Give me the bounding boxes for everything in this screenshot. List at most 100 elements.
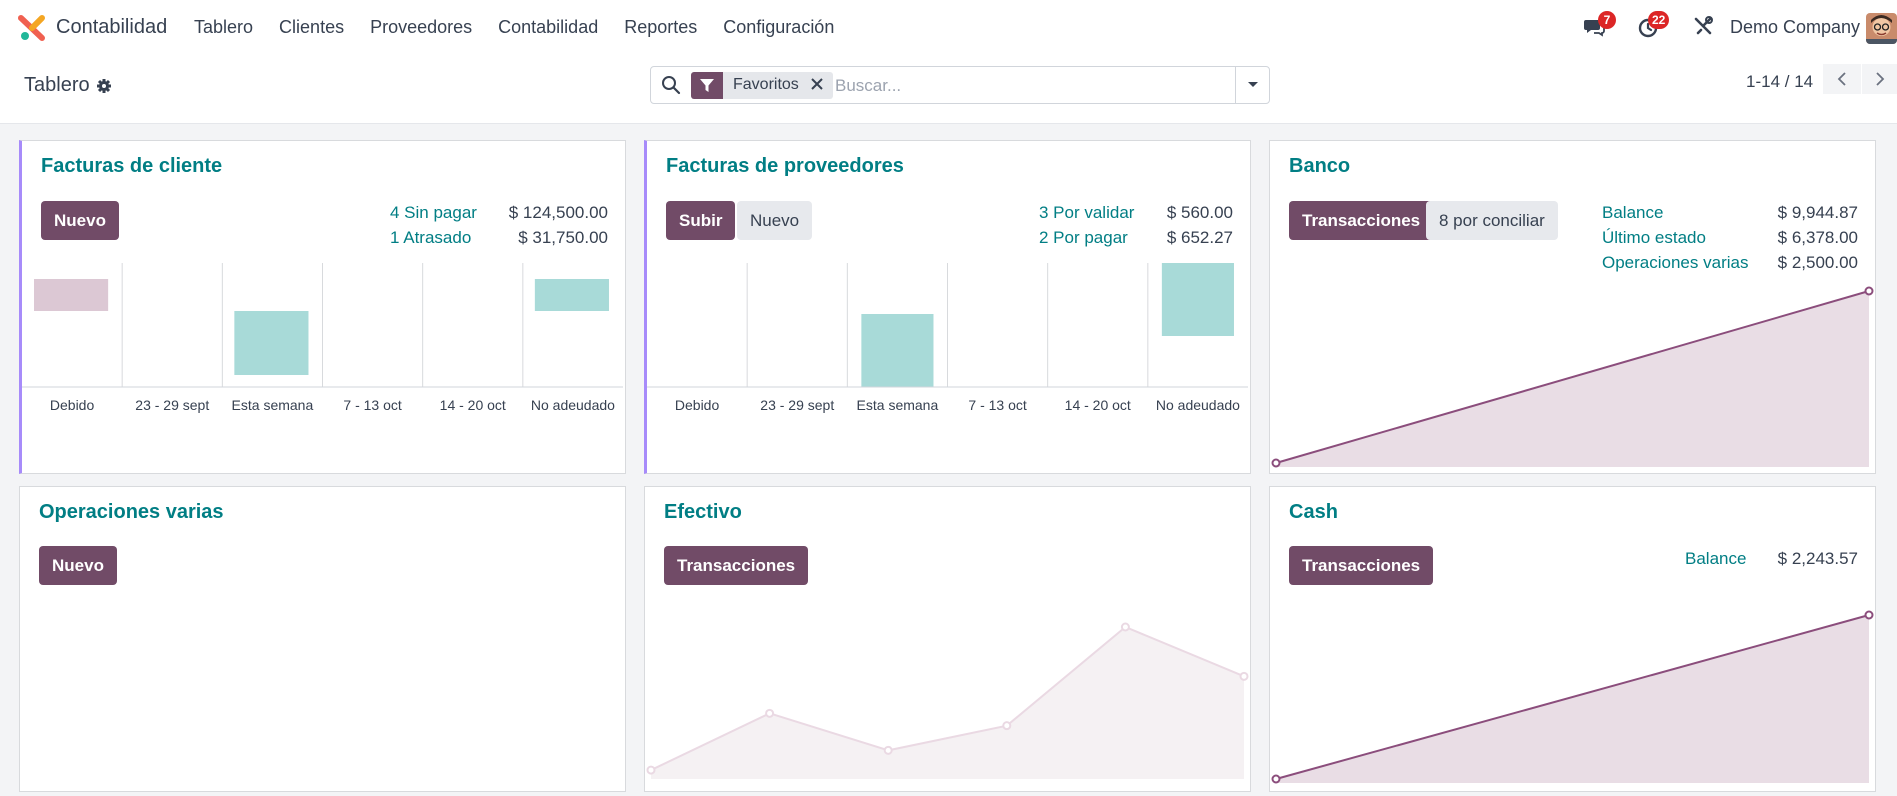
chart-tick-label: 14 - 20 oct — [1065, 397, 1131, 413]
chart-tick-label: 23 - 29 sept — [135, 397, 209, 413]
chart-bar-2[interactable] — [861, 314, 934, 387]
vendor-bills-bar-chart[interactable]: Debido 23 - 29 sept Esta semana 7 - 13 oct 1… — [647, 263, 1248, 413]
menu-item-clientes[interactable]: Clientes — [279, 17, 345, 37]
stat-last-statement-label[interactable]: Último estado — [1602, 228, 1706, 247]
menu-item-proveedores[interactable]: Proveedores — [370, 17, 473, 37]
debug-tools-button[interactable] — [1692, 15, 1718, 41]
journal-title[interactable]: Efectivo — [664, 501, 742, 523]
stat-unpaid-value: $ 124,500.00 — [508, 203, 608, 222]
chart-tick-label: No adeudado — [1156, 397, 1240, 413]
journal-title[interactable]: Facturas de proveedores — [666, 155, 904, 177]
stat-unpaid-label[interactable]: 4 Sin pagar — [390, 203, 477, 222]
chart-point-3[interactable] — [1002, 721, 1012, 731]
journal-card-bank: Banco Transacciones 8 por conciliar Bala… — [1269, 140, 1876, 474]
breadcrumb: Tablero — [24, 74, 112, 97]
stat-balance-label[interactable]: Balance — [1602, 203, 1664, 222]
chart-series-line — [650, 625, 1245, 771]
chart-point-4[interactable] — [1120, 622, 1130, 632]
chart-bar-0[interactable] — [34, 279, 109, 311]
stat-misc-operations-value: $ 2,500.00 — [1777, 253, 1858, 272]
chart-series-line — [1275, 290, 1870, 464]
chart-tick-label: 7 - 13 oct — [343, 397, 401, 413]
bank-transactions-button[interactable]: Transacciones — [1289, 201, 1434, 240]
search-input[interactable] — [835, 73, 1165, 99]
chart-bar-5[interactable] — [534, 279, 609, 311]
new-bill-button[interactable]: Nuevo — [737, 201, 813, 240]
messages-button[interactable]: 7 — [1582, 11, 1616, 41]
chart-series-line — [1275, 614, 1870, 780]
company-switcher[interactable]: Demo Company — [1730, 17, 1861, 37]
stat-to-validate-value: $ 560.00 — [1166, 203, 1233, 222]
chart-point-1[interactable] — [1864, 286, 1874, 296]
new-invoice-button[interactable]: Nuevo — [41, 201, 119, 240]
caret-down-icon — [1247, 82, 1258, 87]
stat-to-pay-value: $ 652.27 — [1166, 228, 1233, 247]
stat-late-label[interactable]: 1 Atrasado — [390, 228, 472, 247]
journal-title[interactable]: Cash — [1289, 501, 1338, 523]
stat-to-pay-label[interactable]: 2 Por pagar — [1039, 228, 1128, 247]
chart-point-0[interactable] — [646, 765, 656, 775]
gear-icon[interactable] — [96, 78, 112, 94]
chart-tick-label: 7 - 13 oct — [968, 397, 1026, 413]
user-avatar[interactable] — [1866, 13, 1897, 44]
journal-card-vendor-bills: Facturas de proveedores Subir Nuevo 3 Po… — [644, 140, 1251, 474]
chart-bar-2[interactable] — [234, 311, 309, 375]
app-logo-icon[interactable] — [18, 14, 46, 42]
journal-title[interactable]: Banco — [1289, 155, 1351, 177]
search-bar: Favoritos — [650, 66, 1270, 104]
pager-previous-button[interactable] — [1823, 64, 1861, 94]
cash-transactions-button[interactable]: Transacciones — [664, 546, 809, 585]
pager-value[interactable]: 1-14 / 14 — [1746, 72, 1814, 91]
filter-icon — [700, 78, 714, 92]
journal-title[interactable]: Facturas de cliente — [41, 155, 223, 177]
chart-tick-label: No adeudado — [531, 397, 615, 413]
stat-balance-label[interactable]: Balance — [1685, 549, 1747, 568]
cash-sample-line-chart[interactable] — [645, 607, 1250, 791]
chart-point-0[interactable] — [1271, 458, 1281, 468]
bank-balance-line-chart[interactable] — [1270, 281, 1875, 473]
upload-bill-button[interactable]: Subir — [666, 201, 736, 240]
app-name[interactable]: Contabilidad — [56, 16, 168, 38]
cash-balance-line-chart[interactable] — [1270, 607, 1875, 791]
chart-tick-label: Esta semana — [857, 397, 939, 413]
chart-bar-5[interactable] — [1161, 263, 1234, 336]
main-menu: Tablero Clientes Proveedores Contabilida… — [194, 17, 860, 38]
chart-point-1[interactable] — [765, 708, 775, 718]
chart-point-5[interactable] — [1239, 671, 1249, 681]
cash-transactions-button[interactable]: Transacciones — [1289, 546, 1434, 585]
chart-point-2[interactable] — [883, 745, 893, 755]
chevron-left-icon — [1837, 72, 1846, 86]
journal-card-customer-invoices: Facturas de cliente Nuevo 4 Sin pagar $ … — [19, 140, 626, 474]
stat-last-statement-value: $ 6,378.00 — [1777, 228, 1858, 247]
menu-item-reportes[interactable]: Reportes — [624, 17, 698, 37]
customer-invoices-bar-chart[interactable]: Debido 23 - 29 sept Esta semana 7 - 13 oct 1… — [22, 263, 623, 413]
activities-button[interactable]: 22 — [1636, 11, 1670, 41]
close-icon — [811, 78, 823, 90]
chevron-right-icon — [1875, 72, 1884, 86]
stat-balance-value: $ 9,944.87 — [1777, 203, 1858, 222]
search-icon[interactable] — [661, 75, 681, 95]
stat-to-validate-label[interactable]: 3 Por validar — [1039, 203, 1135, 222]
menu-item-tablero[interactable]: Tablero — [194, 17, 254, 37]
pager-next-button[interactable] — [1862, 64, 1897, 94]
menu-item-contabilidad[interactable]: Contabilidad — [498, 17, 599, 37]
facet-remove-button[interactable] — [806, 72, 833, 99]
menu-item-configuracion[interactable]: Configuración — [723, 17, 835, 37]
chart-tick-label: 14 - 20 oct — [440, 397, 506, 413]
journal-card-misc-operations: Operaciones varias Nuevo — [19, 486, 626, 792]
stat-late-value: $ 31,750.00 — [518, 228, 608, 247]
search-options-toggle[interactable] — [1235, 67, 1269, 103]
search-facet: Favoritos — [691, 72, 833, 99]
stat-misc-operations-label[interactable]: Operaciones varias — [1602, 253, 1749, 272]
chart-tick-label: 23 - 29 sept — [760, 397, 834, 413]
journal-card-cash-journal: Efectivo Transacciones — [644, 486, 1251, 792]
activities-badge: 22 — [1648, 11, 1670, 29]
chart-point-0[interactable] — [1271, 774, 1281, 784]
journal-card-cash: Cash Transacciones Balance $ 2,243.57 — [1269, 486, 1876, 792]
facet-label: Favoritos — [723, 72, 807, 99]
to-reconcile-button[interactable]: 8 por conciliar — [1426, 201, 1558, 240]
chart-point-1[interactable] — [1864, 610, 1874, 620]
tools-icon — [1694, 16, 1713, 35]
journal-title[interactable]: Operaciones varias — [39, 501, 224, 523]
new-entry-button[interactable]: Nuevo — [39, 546, 117, 585]
